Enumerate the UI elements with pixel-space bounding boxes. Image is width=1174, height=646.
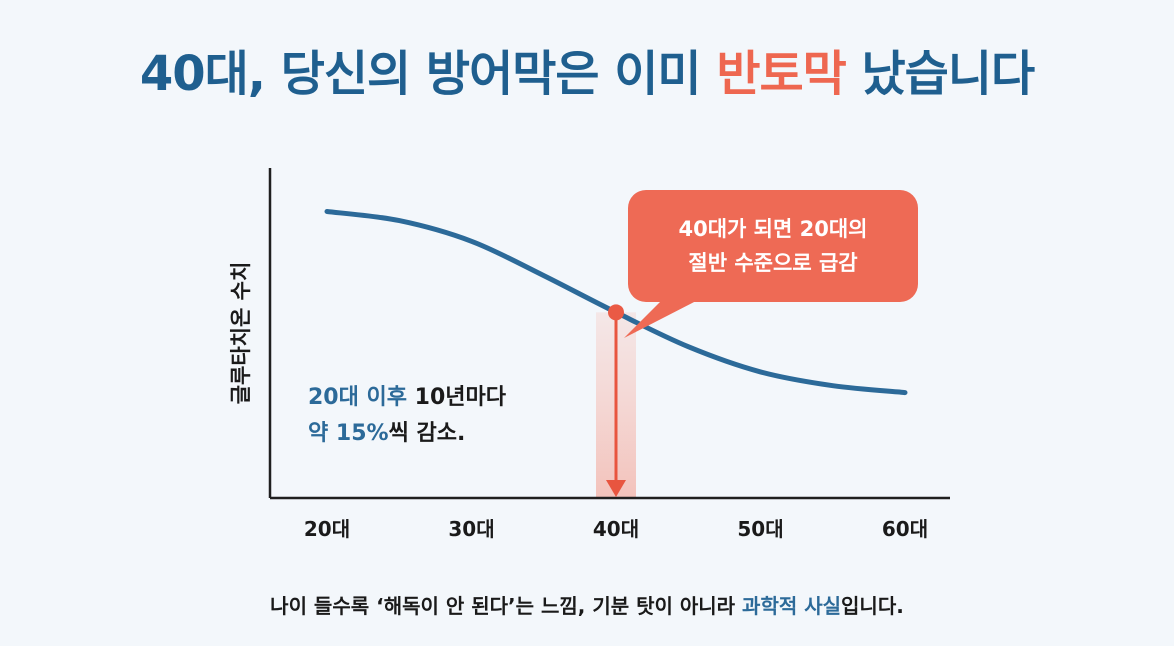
page-title: 40대, 당신의 방어막은 이미 반토막 났습니다 xyxy=(0,44,1174,104)
x-tick-label: 60대 xyxy=(882,517,928,541)
note-line1-text: 10년마다 xyxy=(414,385,507,410)
y-axis-label: 글루타치온 수치 xyxy=(229,262,253,405)
callout-box: 40대가 되면 20대의 절반 수준으로 급감 xyxy=(628,190,918,302)
footer-highlight: 과학적 사실 xyxy=(742,594,842,618)
highlight-point xyxy=(608,304,624,321)
note-line2-text: 씩 감소. xyxy=(388,421,466,446)
x-tick-label: 20대 xyxy=(304,517,350,541)
x-tick-label: 40대 xyxy=(593,517,639,541)
callout-pointer xyxy=(624,300,698,338)
title-part1: 40대, 당신의 방어막은 이미 xyxy=(139,46,702,102)
note-line1: 20대 이후 10년마다 xyxy=(308,380,506,416)
x-tick-labels: 20대 30대 40대 50대 60대 xyxy=(304,517,928,541)
callout-line1: 40대가 되면 20대의 xyxy=(678,217,868,241)
note-line2-highlight: 약 15% xyxy=(308,421,389,446)
x-tick-label: 50대 xyxy=(737,517,783,541)
down-arrow-icon xyxy=(606,480,626,497)
x-tick-label: 30대 xyxy=(448,517,494,541)
callout-line2: 절반 수준으로 급감 xyxy=(688,251,858,275)
title-accent: 반토막 xyxy=(716,46,846,102)
note-line1-highlight: 20대 이후 xyxy=(308,385,407,410)
footer-caption: 나이 들수록 ‘해독이 안 된다’는 느낌, 기분 탓이 아니라 과학적 사실입… xyxy=(0,590,1174,619)
decline-note: 20대 이후 10년마다 약 15%씩 감소. xyxy=(308,380,506,452)
note-line2: 약 15%씩 감소. xyxy=(308,416,506,452)
title-part2: 났습니다 xyxy=(861,46,1036,102)
footer-part1: 나이 들수록 ‘해독이 안 된다’는 느낌, 기분 탓이 아니라 xyxy=(270,594,736,618)
footer-part2: 입니다. xyxy=(841,594,904,618)
